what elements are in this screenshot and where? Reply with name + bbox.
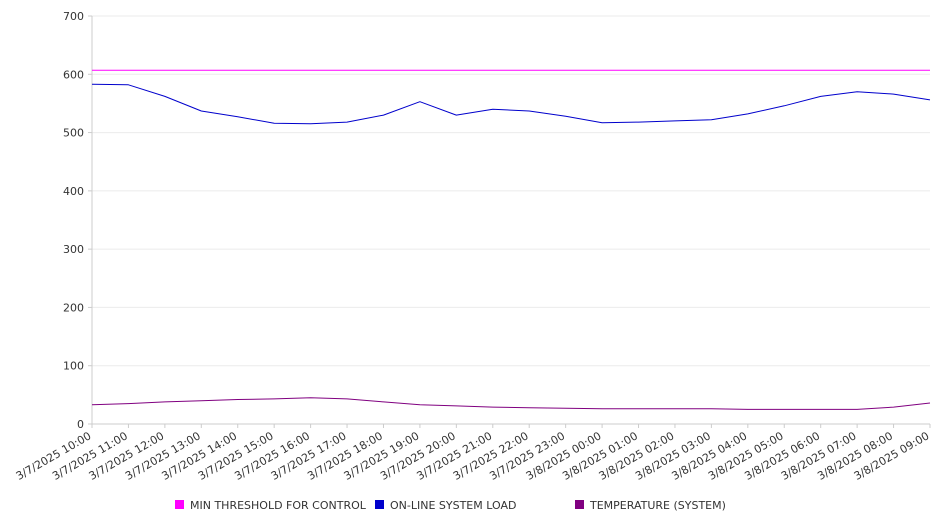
y-tick-label: 100 [63, 360, 84, 373]
legend[interactable]: MIN THRESHOLD FOR CONTROL ON-LINE SYSTEM … [175, 499, 726, 512]
y-tick-label: 400 [63, 185, 84, 198]
x-axis-ticks: 3/7/2025 10:003/7/2025 11:003/7/2025 12:… [14, 424, 932, 483]
legend-item[interactable]: MIN THRESHOLD FOR CONTROL [175, 499, 367, 512]
legend-item[interactable]: TEMPERATURE (SYSTEM) [575, 499, 726, 512]
legend-item[interactable]: ON-LINE SYSTEM LOAD [375, 499, 516, 512]
series-line-2 [91, 397, 931, 410]
series-lines [91, 69, 931, 410]
y-tick-label: 700 [63, 10, 84, 23]
y-tick-label: 600 [63, 68, 84, 81]
legend-label: ON-LINE SYSTEM LOAD [390, 499, 516, 512]
y-axis-ticks: 0 100 200 300 400 500 600 700 [63, 10, 92, 431]
grid-lines [92, 15, 930, 425]
y-tick-label: 300 [63, 243, 84, 256]
legend-label: TEMPERATURE (SYSTEM) [589, 499, 726, 512]
legend-swatch [175, 500, 184, 509]
legend-swatch [375, 500, 384, 509]
y-tick-label: 500 [63, 127, 84, 140]
legend-swatch [575, 500, 584, 509]
series-line-1 [91, 83, 931, 125]
legend-label: MIN THRESHOLD FOR CONTROL [190, 499, 367, 512]
y-tick-label: 200 [63, 301, 84, 314]
y-tick-label: 0 [77, 418, 84, 431]
